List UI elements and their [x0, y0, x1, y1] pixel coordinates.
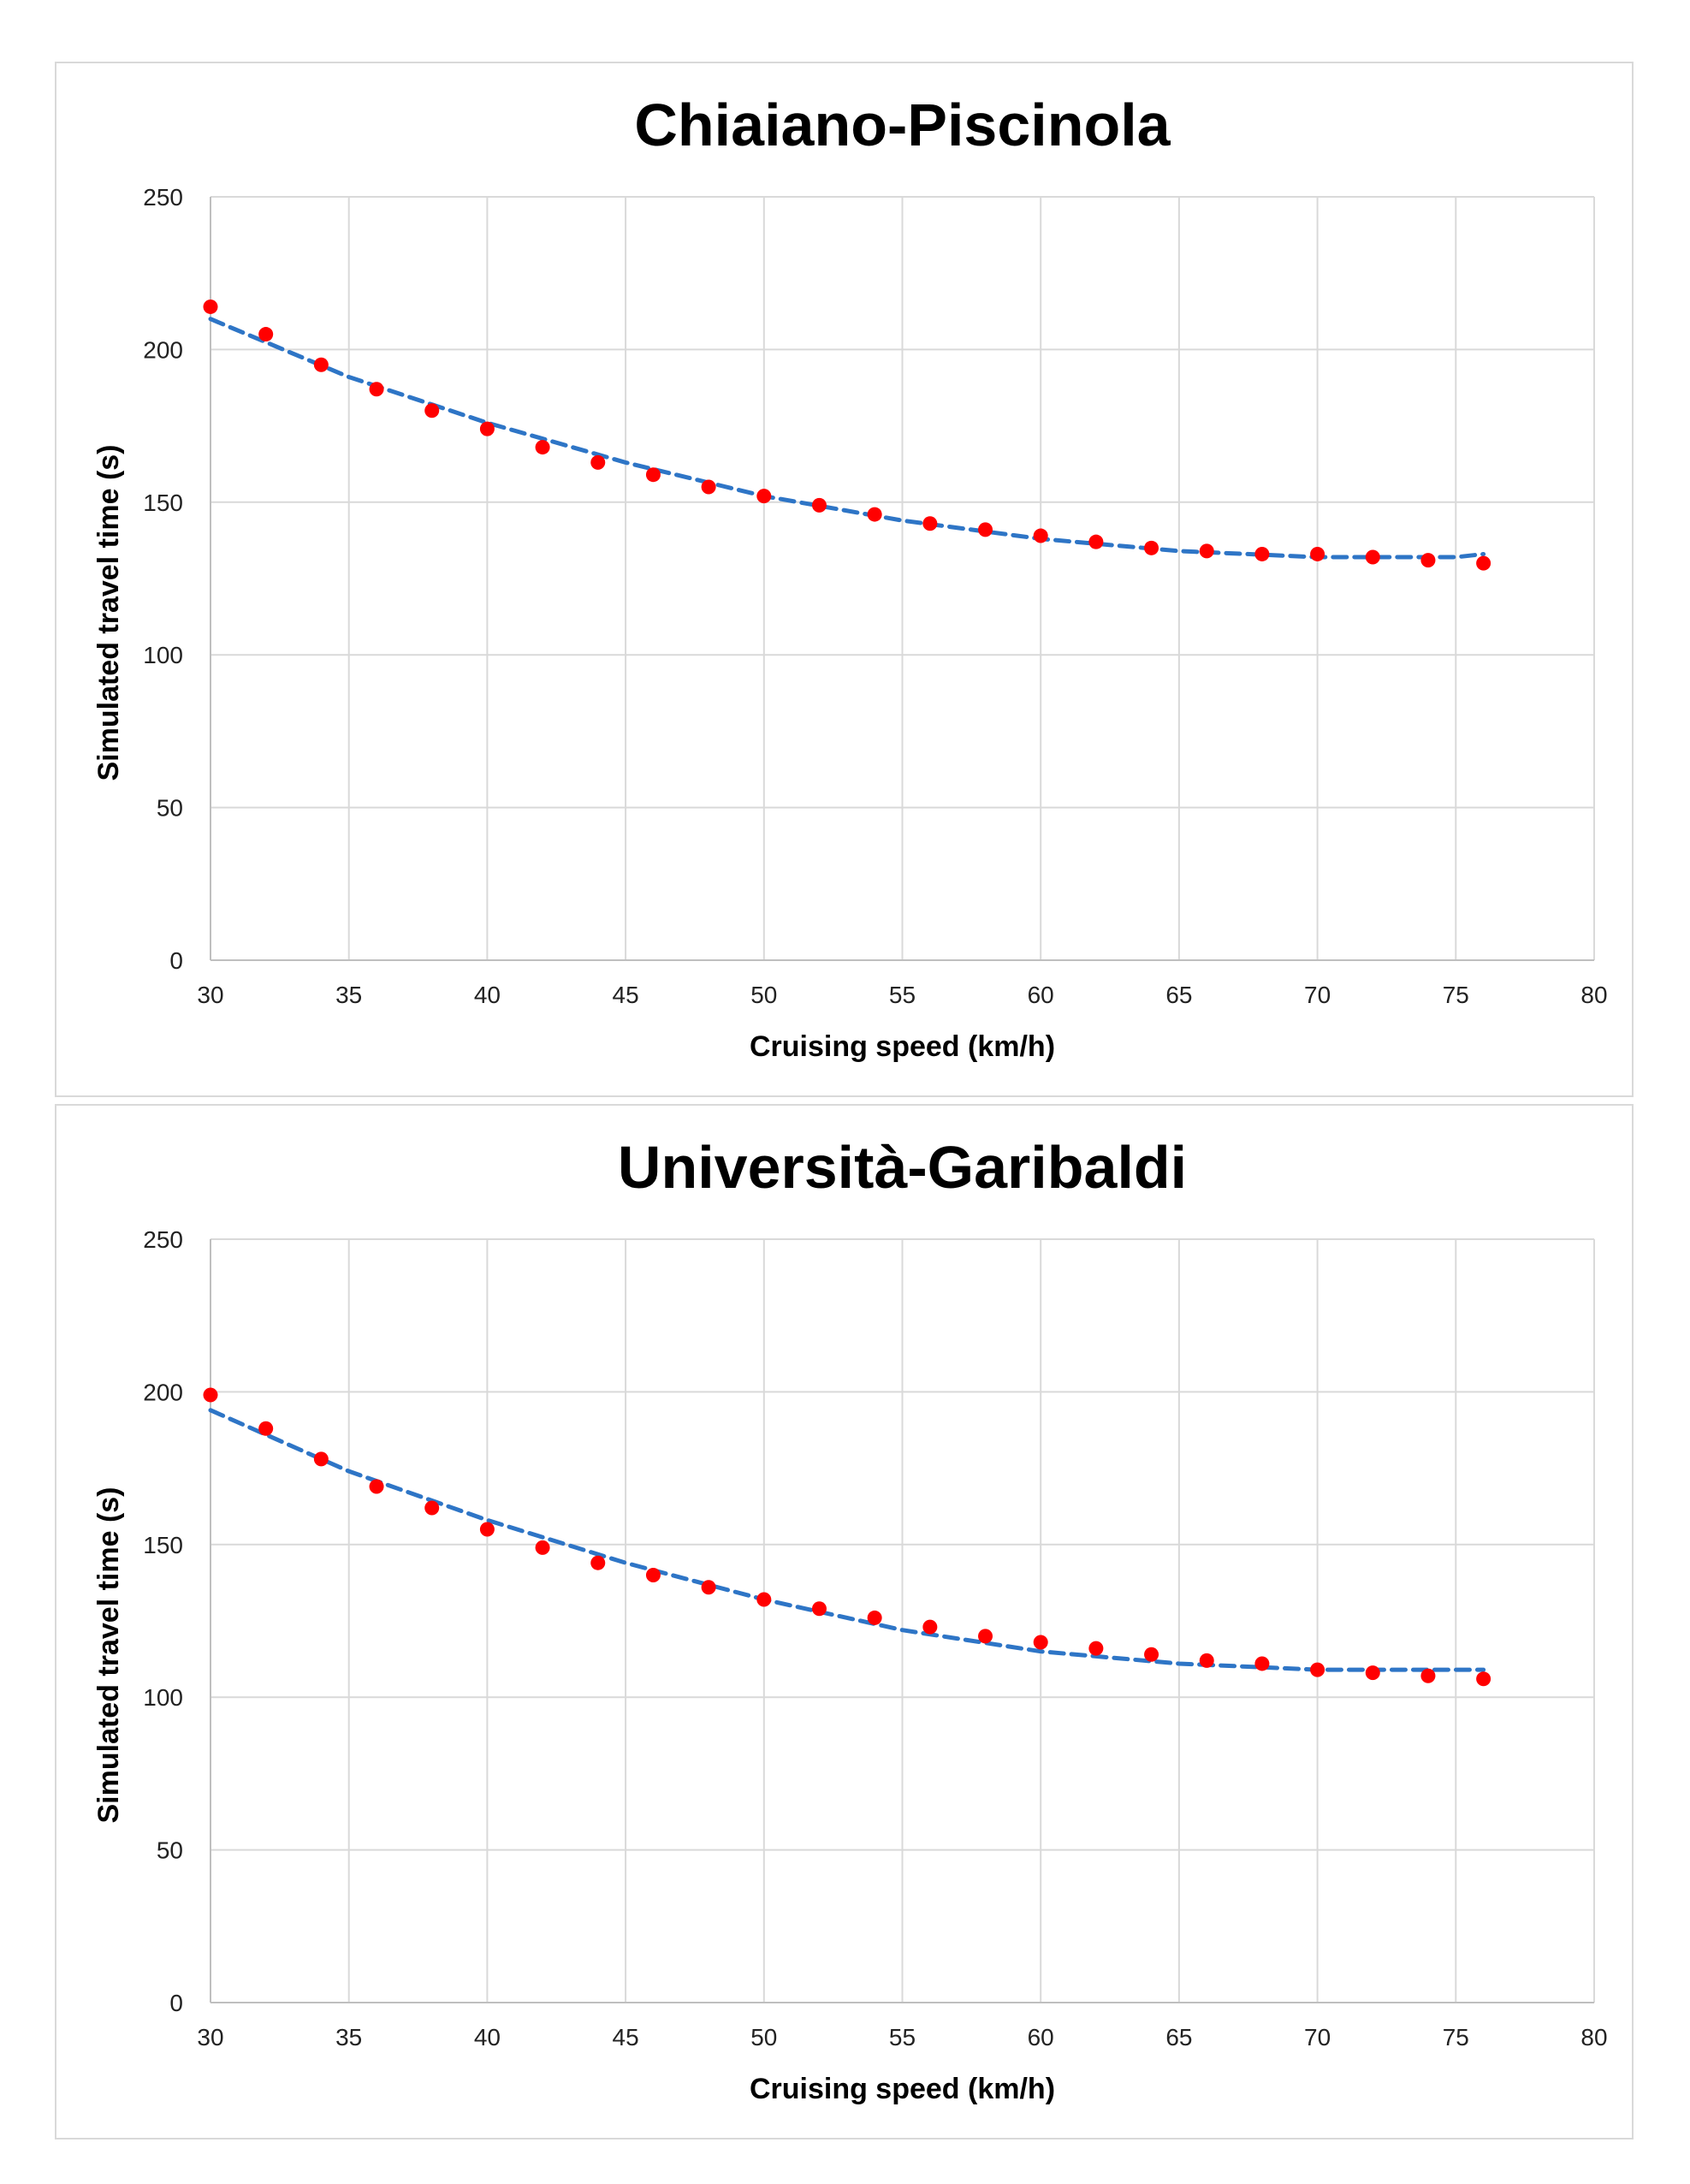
data-point [922, 516, 938, 531]
x-tick-label: 35 [335, 982, 362, 1008]
data-point [1088, 1641, 1104, 1656]
y-tick-label: 250 [143, 1226, 183, 1253]
x-tick-label: 40 [474, 982, 501, 1008]
data-point [645, 1567, 661, 1582]
x-tick-label: 60 [1028, 982, 1054, 1008]
y-tick-label: 100 [143, 1684, 183, 1711]
data-point [313, 1451, 329, 1467]
x-tick-label: 75 [1443, 982, 1469, 1008]
data-point [535, 1540, 550, 1555]
data-point [258, 327, 274, 342]
data-point [1199, 1653, 1214, 1668]
y-tick-label: 0 [169, 1990, 183, 2016]
chart-panel-chiaiano-piscinola: Chiaiano-Piscinola 0 50 100 150 200 250 30 35 40 4… [55, 62, 1634, 1097]
data-point [756, 489, 772, 504]
x-tick-label: 65 [1165, 2024, 1192, 2050]
chart-chiaiano-piscinola: Chiaiano-Piscinola 0 50 100 150 200 250 30 35 40 4… [92, 92, 1608, 1063]
data-point [867, 507, 882, 522]
trend-line [208, 317, 1486, 560]
x-tick-label: 60 [1028, 2024, 1054, 2050]
x-tick-label: 45 [613, 2024, 639, 2050]
x-tick-label: 55 [889, 2024, 916, 2050]
y-tick-label: 150 [143, 1532, 183, 1558]
data-point [1254, 546, 1270, 561]
data-point [1310, 546, 1325, 561]
x-tick-label: 75 [1443, 2024, 1469, 2050]
data-point [1144, 1647, 1159, 1662]
data-point [1199, 543, 1214, 559]
x-tick-label: 50 [750, 2024, 777, 2050]
chart-title: Università-Garibaldi [618, 1134, 1187, 1201]
data-point [1476, 1671, 1491, 1687]
y-tick-label: 0 [169, 947, 183, 974]
chart-universita-garibaldi: Università-Garibaldi 0 50 100 150 200 250 30 35 4… [92, 1134, 1608, 2105]
x-tick-label: 80 [1580, 982, 1607, 1008]
trend-line [208, 1408, 1486, 1672]
data-point [590, 454, 606, 470]
data-point [978, 522, 993, 537]
x-tick-label: 55 [889, 982, 916, 1008]
y-tick-label: 250 [143, 184, 183, 211]
data-point [1365, 1665, 1380, 1681]
data-point [1033, 1635, 1048, 1650]
data-point [590, 1555, 606, 1570]
data-point [203, 1387, 218, 1403]
y-tick-label: 100 [143, 642, 183, 668]
data-point [369, 382, 384, 397]
x-tick-label: 80 [1580, 2024, 1607, 2050]
data-point [369, 1479, 384, 1494]
x-tick-label: 70 [1304, 982, 1331, 1008]
data-point [1144, 540, 1159, 555]
y-tick-label: 50 [157, 795, 183, 822]
x-tick-label: 40 [474, 2024, 501, 2050]
data-point [1365, 549, 1380, 565]
y-axis-label: Simulated travel time (s) [92, 1487, 125, 1823]
x-axis-label: Cruising speed (km/h) [750, 1030, 1055, 1063]
y-axis-label: Simulated travel time (s) [92, 444, 125, 780]
x-axis-label: Cruising speed (km/h) [750, 2073, 1055, 2105]
data-point [424, 1500, 440, 1516]
data-point [811, 1601, 827, 1617]
data-point [424, 403, 440, 418]
data-point [479, 1522, 495, 1537]
x-tick-label: 50 [750, 982, 777, 1008]
x-tick-label: 65 [1165, 982, 1192, 1008]
data-point [479, 421, 495, 436]
data-point [258, 1421, 274, 1436]
x-tick-label: 45 [613, 982, 639, 1008]
data-point [203, 299, 218, 314]
data-point [1420, 553, 1436, 568]
y-tick-label: 200 [143, 336, 183, 363]
y-tick-label: 150 [143, 490, 183, 516]
data-point [535, 440, 550, 455]
data-point [811, 497, 827, 513]
chart-panel-universita-garibaldi: Università-Garibaldi 0 50 100 150 200 250 30 35 4… [55, 1104, 1634, 2139]
x-tick-label: 30 [197, 982, 223, 1008]
y-tick-label: 200 [143, 1379, 183, 1405]
x-tick-label: 30 [197, 2024, 223, 2050]
data-point [1088, 534, 1104, 549]
data-point [1254, 1656, 1270, 1671]
data-point [313, 357, 329, 372]
x-tick-label: 70 [1304, 2024, 1331, 2050]
data-point [978, 1629, 993, 1644]
data-point [1033, 528, 1048, 543]
data-point [756, 1592, 772, 1607]
x-tick-label: 35 [335, 2024, 362, 2050]
data-point [1420, 1668, 1436, 1683]
data-point [922, 1619, 938, 1635]
data-point [1310, 1662, 1325, 1677]
y-tick-label: 50 [157, 1837, 183, 1864]
data-point [701, 1580, 716, 1595]
data-point [645, 467, 661, 483]
data-point [867, 1610, 882, 1625]
chart-title: Chiaiano-Piscinola [634, 92, 1171, 158]
data-point [701, 479, 716, 495]
data-point [1476, 555, 1491, 571]
